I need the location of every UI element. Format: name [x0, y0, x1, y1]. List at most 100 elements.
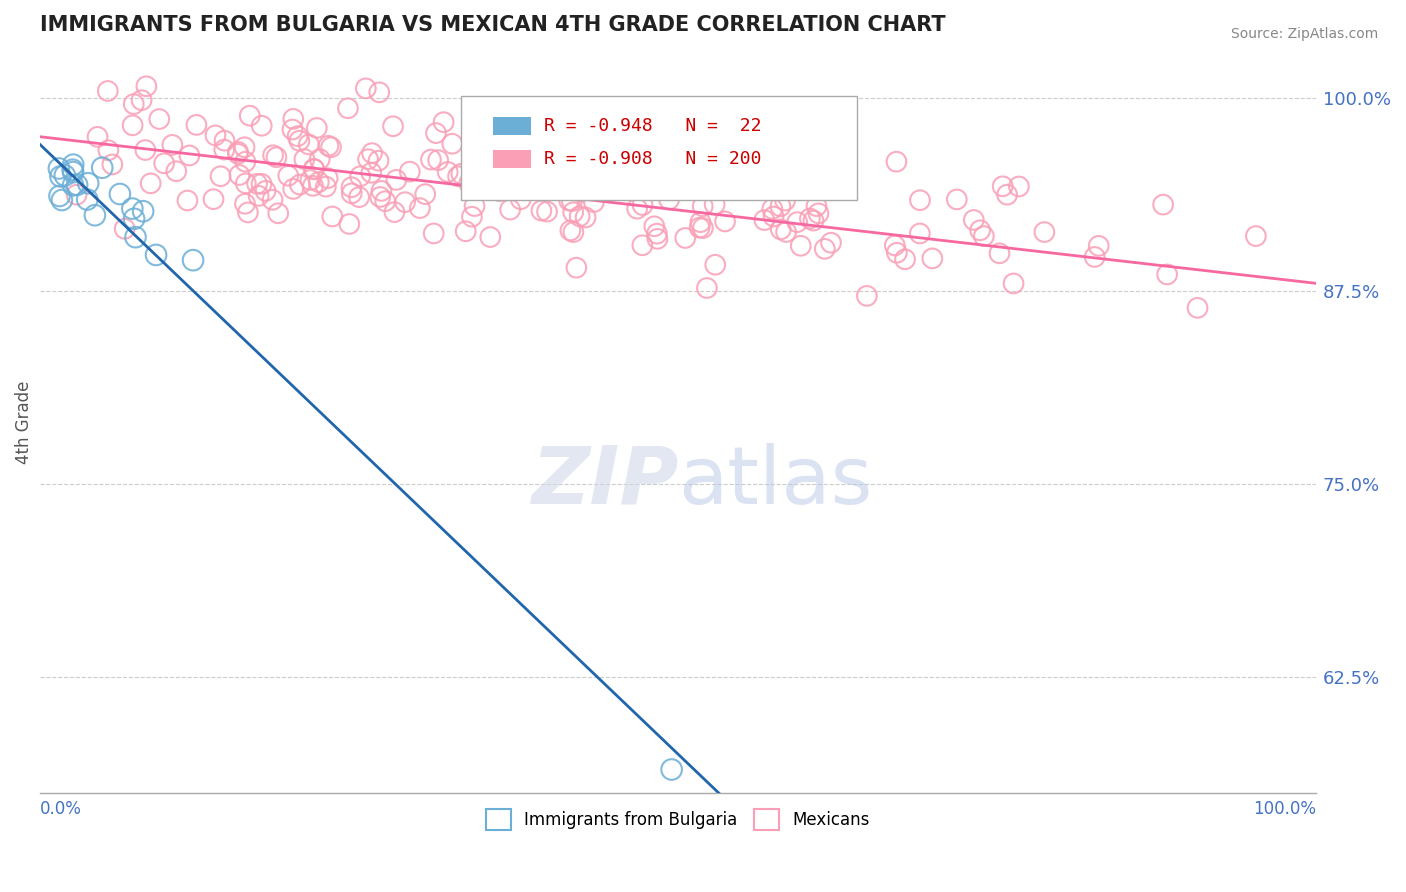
- Point: [374, 194, 396, 209]
- Point: [165, 164, 187, 178]
- Point: [298, 137, 321, 152]
- Point: [277, 169, 299, 183]
- Point: [181, 253, 204, 268]
- Point: [292, 152, 315, 166]
- Point: [582, 174, 605, 188]
- Point: [233, 140, 256, 154]
- Point: [398, 164, 420, 178]
- Point: [973, 229, 995, 244]
- Point: [714, 214, 737, 228]
- Point: [145, 248, 167, 262]
- Point: [176, 194, 198, 208]
- Point: [114, 221, 136, 235]
- Point: [704, 258, 727, 272]
- Point: [354, 81, 377, 95]
- Point: [562, 225, 585, 239]
- Point: [790, 239, 813, 253]
- Point: [209, 169, 232, 184]
- Point: [769, 222, 792, 236]
- Point: [546, 142, 568, 156]
- Point: [894, 252, 917, 267]
- Point: [302, 161, 325, 176]
- Point: [302, 162, 325, 177]
- Point: [803, 213, 825, 227]
- Point: [413, 187, 436, 202]
- Point: [385, 173, 408, 187]
- Point: [692, 170, 714, 185]
- Text: IMMIGRANTS FROM BULGARIA VS MEXICAN 4TH GRADE CORRELATION CHART: IMMIGRANTS FROM BULGARIA VS MEXICAN 4TH …: [39, 15, 946, 35]
- Point: [631, 182, 654, 196]
- Point: [287, 129, 309, 144]
- Point: [153, 156, 176, 170]
- Y-axis label: 4th Grade: 4th Grade: [15, 381, 32, 464]
- Point: [495, 134, 517, 148]
- Point: [661, 763, 683, 777]
- Point: [239, 109, 262, 123]
- Point: [488, 184, 510, 198]
- Point: [1084, 250, 1107, 264]
- Point: [673, 231, 696, 245]
- Point: [425, 126, 447, 140]
- Point: [696, 281, 718, 295]
- Point: [97, 143, 120, 157]
- Point: [62, 178, 84, 193]
- Point: [336, 101, 359, 115]
- Text: R = -0.908   N = 200: R = -0.908 N = 200: [544, 150, 762, 169]
- Point: [883, 238, 905, 252]
- Point: [262, 148, 284, 162]
- Text: Source: ZipAtlas.com: Source: ZipAtlas.com: [1230, 27, 1378, 41]
- Point: [499, 202, 522, 217]
- Point: [62, 158, 84, 172]
- FancyBboxPatch shape: [494, 151, 531, 169]
- Point: [773, 194, 796, 208]
- Point: [585, 173, 607, 187]
- Point: [565, 260, 588, 275]
- Point: [308, 175, 330, 189]
- Point: [495, 158, 517, 172]
- Point: [562, 205, 585, 219]
- Point: [162, 137, 184, 152]
- FancyBboxPatch shape: [494, 117, 531, 135]
- Point: [450, 167, 472, 181]
- Point: [281, 122, 304, 136]
- Point: [250, 119, 273, 133]
- Point: [76, 193, 98, 207]
- Point: [561, 194, 583, 208]
- Point: [305, 120, 328, 135]
- Point: [744, 151, 766, 165]
- Point: [368, 190, 391, 204]
- Point: [506, 132, 529, 146]
- Point: [337, 217, 360, 231]
- Point: [228, 168, 250, 182]
- Point: [77, 176, 100, 190]
- Point: [226, 146, 249, 161]
- Point: [634, 145, 657, 160]
- Point: [340, 186, 363, 201]
- Point: [299, 173, 322, 187]
- Point: [479, 230, 502, 244]
- Point: [48, 189, 70, 203]
- Point: [49, 169, 72, 184]
- Point: [692, 199, 714, 213]
- Point: [246, 177, 269, 191]
- Point: [236, 205, 259, 219]
- Point: [477, 145, 499, 159]
- Point: [1002, 277, 1025, 291]
- Text: 100.0%: 100.0%: [1253, 800, 1316, 818]
- Point: [91, 161, 114, 175]
- Point: [574, 211, 596, 225]
- Point: [441, 136, 464, 151]
- Point: [121, 202, 143, 216]
- Point: [283, 112, 305, 126]
- Point: [316, 171, 339, 186]
- Point: [202, 192, 225, 206]
- Point: [235, 154, 257, 169]
- Point: [762, 210, 785, 224]
- Point: [908, 227, 931, 241]
- Point: [616, 156, 638, 170]
- Point: [477, 145, 499, 160]
- Point: [318, 138, 340, 153]
- Point: [647, 232, 669, 246]
- Point: [349, 169, 371, 184]
- Point: [360, 166, 382, 180]
